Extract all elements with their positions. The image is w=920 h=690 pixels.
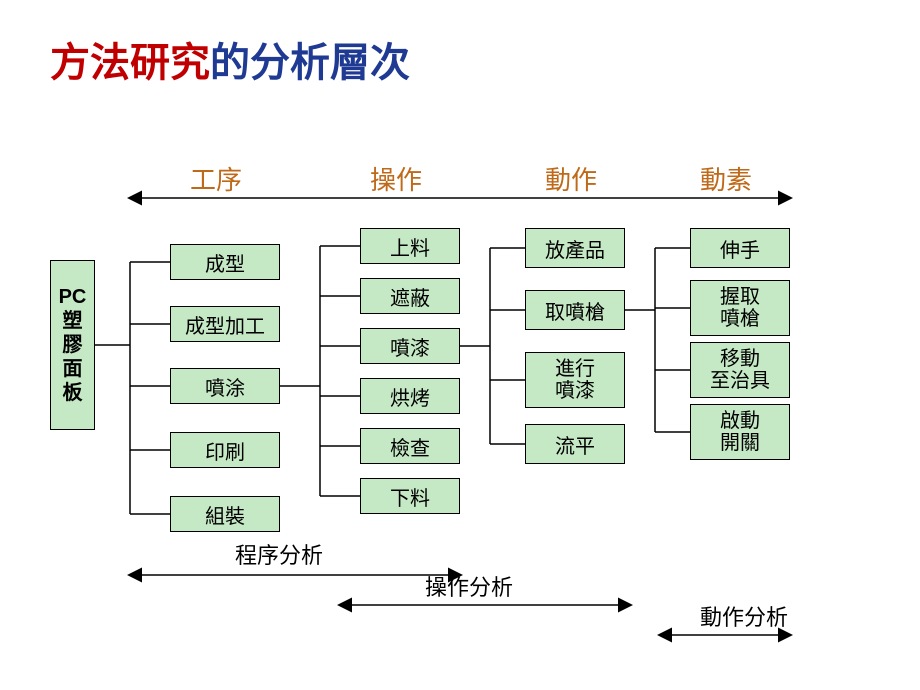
connector-svg <box>0 0 920 690</box>
